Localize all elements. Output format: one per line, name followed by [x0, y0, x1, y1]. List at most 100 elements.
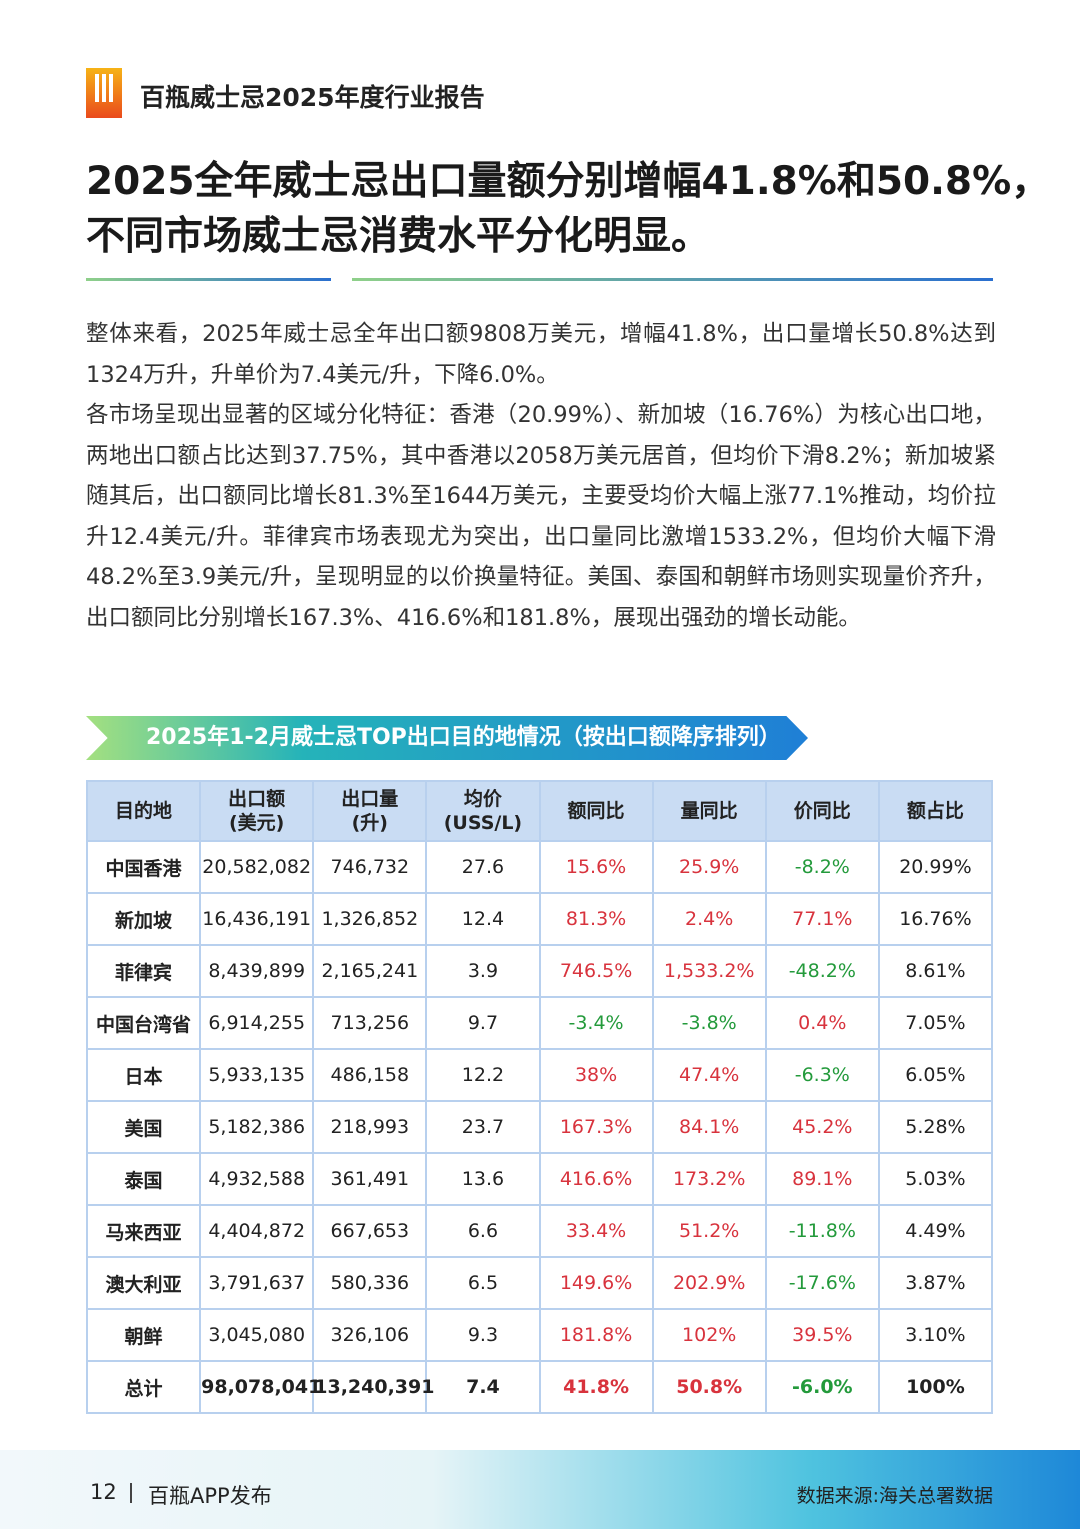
cell: 746.5% — [538, 944, 654, 998]
cell: -6.0% — [764, 1360, 880, 1414]
cell: 149.6% — [538, 1256, 654, 1310]
cell: 3,045,080 — [199, 1308, 315, 1362]
row-label: 美国 — [85, 1100, 202, 1154]
headline: 不同市场威士忌消费水平分化明显。 — [86, 214, 711, 259]
column-header: 价同比 — [764, 780, 880, 842]
row-label: 朝鲜 — [85, 1308, 202, 1362]
paragraph: 整体来看，2025年威士忌全年出口额9808万美元，增幅41.8%，出口量增长5… — [86, 321, 996, 388]
cell: 13,240,391 — [312, 1360, 434, 1414]
cell: 20.99% — [877, 840, 994, 894]
cell: 100% — [877, 1360, 994, 1414]
table-row: 马来西亚 4,404,872 667,653 6.6 33.4% 51.2% -11.8% 4… — [85, 1204, 994, 1258]
footer — [0, 1450, 1080, 1529]
cell: 38% — [538, 1048, 654, 1102]
cell: 6.6 — [425, 1204, 541, 1258]
cell: 16,436,191 — [199, 892, 315, 946]
table-caption: 2025年1-2月威士忌TOP出口目的地情况（按出口额降序排列） — [86, 716, 808, 760]
cell: 89.1% — [764, 1152, 880, 1206]
header-line: 量同比 — [680, 800, 738, 822]
cell: 486,158 — [312, 1048, 428, 1102]
cell: 81.3% — [538, 892, 654, 946]
cell: 3.10% — [877, 1308, 994, 1362]
cell: 4,932,588 — [199, 1152, 315, 1206]
row-label: 日本 — [85, 1048, 202, 1102]
cell: -3.8% — [651, 996, 767, 1050]
cell: 51.2% — [651, 1204, 767, 1258]
column-header: 出口量 (升) — [312, 780, 428, 842]
cell: 98,078,041 — [199, 1360, 321, 1414]
row-label: 澳大利亚 — [85, 1256, 202, 1310]
cell: 45.2% — [764, 1100, 880, 1154]
cell: 2,165,241 — [312, 944, 428, 998]
cell: 202.9% — [651, 1256, 767, 1310]
header-line: 额同比 — [567, 800, 625, 822]
column-header: 均价 (USS/L) — [425, 780, 541, 842]
cell: 6.05% — [877, 1048, 994, 1102]
cell: 667,653 — [312, 1204, 428, 1258]
total-row: 总计 98,078,041 13,240,391 7.4 41.8% 50.8% -6.0%… — [85, 1360, 994, 1414]
headline: 2025全年威士忌出口量额分别增幅41.8%和50.8%， — [86, 159, 1051, 204]
table-row: 中国香港 20,582,082 746,732 27.6 15.6% 25.9% -8.2%… — [85, 840, 994, 894]
cell: 3.9 — [425, 944, 541, 998]
cell: 77.1% — [764, 892, 880, 946]
cell: -8.2% — [764, 840, 880, 894]
table-row: 新加坡 16,436,191 1,326,852 12.4 81.3% 2.4% 77.1%… — [85, 892, 994, 946]
cell: 1,326,852 — [312, 892, 428, 946]
cell: 27.6 — [425, 840, 541, 894]
table-row: 菲律宾 8,439,899 2,165,241 3.9 746.5% 1,533.2% -4… — [85, 944, 994, 998]
cell: 47.4% — [651, 1048, 767, 1102]
header-line: (升) — [351, 812, 388, 834]
cell: -17.6% — [764, 1256, 880, 1310]
cell: 713,256 — [312, 996, 428, 1050]
cell: 5.28% — [877, 1100, 994, 1154]
cell: 8,439,899 — [199, 944, 315, 998]
cell: 15.6% — [538, 840, 654, 894]
cell: 181.8% — [538, 1308, 654, 1362]
cell: 7.4 — [425, 1360, 541, 1414]
cell: 12.2 — [425, 1048, 541, 1102]
cell: 33.4% — [538, 1204, 654, 1258]
data-table: 目的地 出口额 (美元) 出口量 (升) 均价 (USS/L) 额同比 量同比 价同比 额占比 中国香… — [85, 780, 994, 1414]
cell: 102% — [651, 1308, 767, 1362]
table-row: 美国 5,182,386 218,993 23.7 167.3% 84.1% 45.2% 5.… — [85, 1100, 994, 1154]
cell: 5,933,135 — [199, 1048, 315, 1102]
cell: -11.8% — [764, 1204, 880, 1258]
cell: 16.76% — [877, 892, 994, 946]
row-label: 泰国 — [85, 1152, 202, 1206]
cell: 3.87% — [877, 1256, 994, 1310]
cell: 173.2% — [651, 1152, 767, 1206]
cell: 84.1% — [651, 1100, 767, 1154]
cell: 41.8% — [538, 1360, 654, 1414]
header-line: 均价 — [463, 788, 502, 810]
cell: 361,491 — [312, 1152, 428, 1206]
cell: 23.7 — [425, 1100, 541, 1154]
cell: 416.6% — [538, 1152, 654, 1206]
table-row: 日本 5,933,135 486,158 12.2 38% 47.4% -6.3% 6.05% — [85, 1048, 994, 1102]
row-label: 马来西亚 — [85, 1204, 202, 1258]
separator — [130, 1483, 132, 1503]
header-line: 价同比 — [793, 800, 851, 822]
row-label: 新加坡 — [85, 892, 202, 946]
cell: 25.9% — [651, 840, 767, 894]
cell: 326,106 — [312, 1308, 428, 1362]
page-number: 12 — [90, 1480, 117, 1504]
header-line: 目的地 — [115, 800, 173, 822]
row-label: 总计 — [85, 1360, 202, 1414]
cell: 746,732 — [312, 840, 428, 894]
report-title: 百瓶威士忌2025年度行业报告 — [140, 83, 485, 112]
paragraph: 各市场呈现出显著的区域分化特征：香港（20.99%）、新加坡（16.76%）为核… — [86, 402, 996, 631]
cell: 20,582,082 — [199, 840, 315, 894]
cell: 6,914,255 — [199, 996, 315, 1050]
column-header: 出口额 (美元) — [199, 780, 315, 842]
cell: 9.7 — [425, 996, 541, 1050]
table-row: 澳大利亚 3,791,637 580,336 6.5 149.6% 202.9% -17.6… — [85, 1256, 994, 1310]
cell: 7.05% — [877, 996, 994, 1050]
cell: 8.61% — [877, 944, 994, 998]
cell: 218,993 — [312, 1100, 428, 1154]
header-line: (美元) — [229, 812, 285, 834]
body-text: 整体来看，2025年威士忌全年出口额9808万美元，增幅41.8%，出口量增长5… — [86, 314, 996, 638]
cell: 5.03% — [877, 1152, 994, 1206]
cell: 12.4 — [425, 892, 541, 946]
column-header: 量同比 — [651, 780, 767, 842]
